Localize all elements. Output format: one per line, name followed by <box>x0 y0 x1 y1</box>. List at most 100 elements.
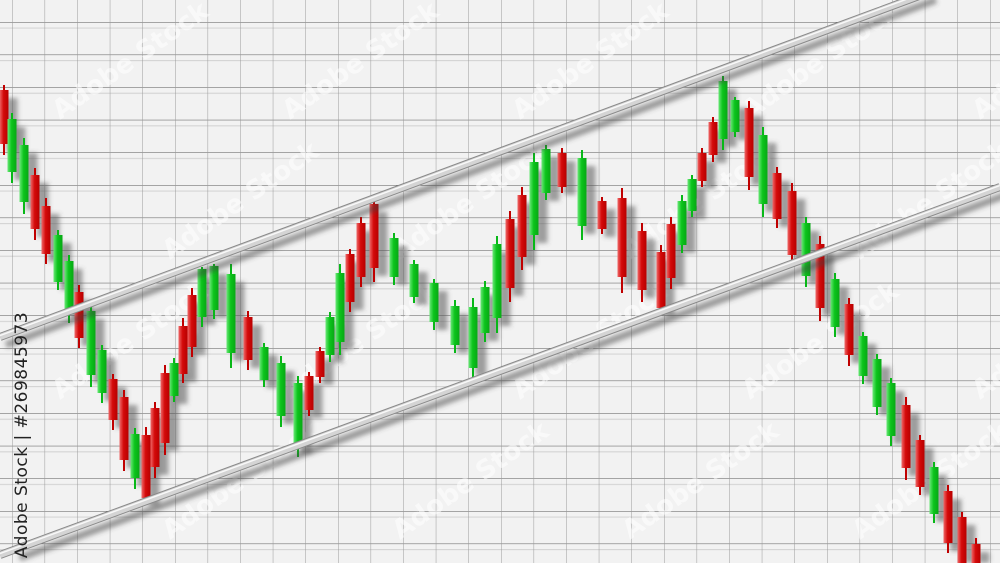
candle-green <box>169 358 179 402</box>
lower-channel-line <box>0 183 1000 562</box>
candle-red <box>844 298 854 366</box>
candle-body <box>86 311 96 375</box>
candle-body <box>209 266 219 310</box>
candle-shadow <box>250 325 262 368</box>
candle-green <box>259 343 269 387</box>
candle-body <box>160 373 170 443</box>
candle-body <box>150 408 160 467</box>
candle-red <box>901 397 911 480</box>
candle-red <box>772 167 782 228</box>
candle-shadow <box>922 448 934 495</box>
channel-body <box>0 184 1000 558</box>
candle-green <box>687 175 697 217</box>
candle-shadow <box>584 166 596 234</box>
candle-body <box>830 279 840 327</box>
candle-red <box>160 365 170 455</box>
candle-shadow <box>908 413 920 476</box>
candle-shadow <box>936 475 948 522</box>
candle-green <box>577 150 587 240</box>
candle-green <box>872 354 882 415</box>
candle-body <box>325 317 335 355</box>
candle-shadow <box>499 252 511 326</box>
candle-body <box>915 440 925 487</box>
stock-credit: Adobe Stock | #269845973 <box>12 311 32 559</box>
candle-red <box>315 347 325 383</box>
candle-shadow <box>322 359 334 385</box>
candle-red <box>557 148 567 193</box>
candle-body <box>304 376 314 410</box>
candle-green <box>130 428 140 489</box>
candle-body <box>480 287 490 333</box>
candle-shadow <box>311 384 323 418</box>
channel-highlight <box>0 0 930 336</box>
candle-body <box>872 359 882 407</box>
candle-body <box>730 100 740 132</box>
candle-body <box>7 119 17 172</box>
candle-red <box>787 183 797 262</box>
candle-body <box>957 517 967 563</box>
candle-body <box>409 264 419 297</box>
candle-shadow <box>879 367 891 415</box>
candle-green <box>389 233 399 285</box>
candle-shadow <box>684 209 696 253</box>
candle-green <box>53 230 63 290</box>
candle-red <box>187 288 197 357</box>
candle-body <box>708 122 718 155</box>
candle-shadow <box>822 252 834 316</box>
candle-green <box>886 378 896 446</box>
candle-shadow <box>751 116 763 185</box>
candle-body <box>787 191 797 255</box>
candle-shadow <box>283 371 295 424</box>
candle-body <box>772 173 782 219</box>
candle-red <box>617 188 627 293</box>
candle-body <box>844 304 854 355</box>
candle-shadow <box>694 187 706 219</box>
candle-green <box>19 138 29 214</box>
candle-body <box>197 269 207 317</box>
channel-highlight <box>0 184 1000 555</box>
candle-body <box>356 223 366 277</box>
candle-body <box>169 363 179 396</box>
candle-shadow <box>536 170 548 243</box>
candle-red <box>656 245 666 310</box>
candle-shadow <box>416 272 428 305</box>
candle-body <box>971 544 981 563</box>
candle-body <box>389 238 399 277</box>
candle-green <box>541 145 551 200</box>
candle-body <box>557 153 567 187</box>
candle-body <box>697 153 707 181</box>
candle-red <box>178 318 188 383</box>
candle-shadow <box>396 246 408 285</box>
candle-shadow <box>376 212 388 276</box>
candle-shadow <box>363 231 375 285</box>
candle-body <box>577 158 587 226</box>
candle-red <box>345 249 355 312</box>
candle-green <box>858 332 868 384</box>
candle-green <box>209 264 219 319</box>
candle-body <box>617 198 627 277</box>
candle-red <box>108 374 118 430</box>
candle-body <box>901 405 911 468</box>
candle-shadow <box>233 282 245 361</box>
candle-shadow <box>167 381 179 451</box>
candle-red <box>971 538 981 563</box>
candle-red <box>943 485 953 553</box>
candle-body <box>335 273 345 342</box>
candle-red <box>957 512 967 563</box>
candle-body <box>758 135 768 204</box>
candle-green <box>492 236 502 333</box>
candle-shadow <box>352 262 364 310</box>
candle-body <box>369 204 379 268</box>
candle-body <box>293 383 303 445</box>
candle-green <box>801 217 811 287</box>
candle-shadow <box>300 391 312 453</box>
candle-body <box>41 206 51 254</box>
candle-body <box>637 231 647 290</box>
candle-shadow <box>893 391 905 444</box>
candle-green <box>86 305 96 387</box>
candle-body <box>315 351 325 377</box>
candle-shadow <box>332 325 344 363</box>
candle-red <box>517 187 527 270</box>
candle-red <box>304 372 314 416</box>
